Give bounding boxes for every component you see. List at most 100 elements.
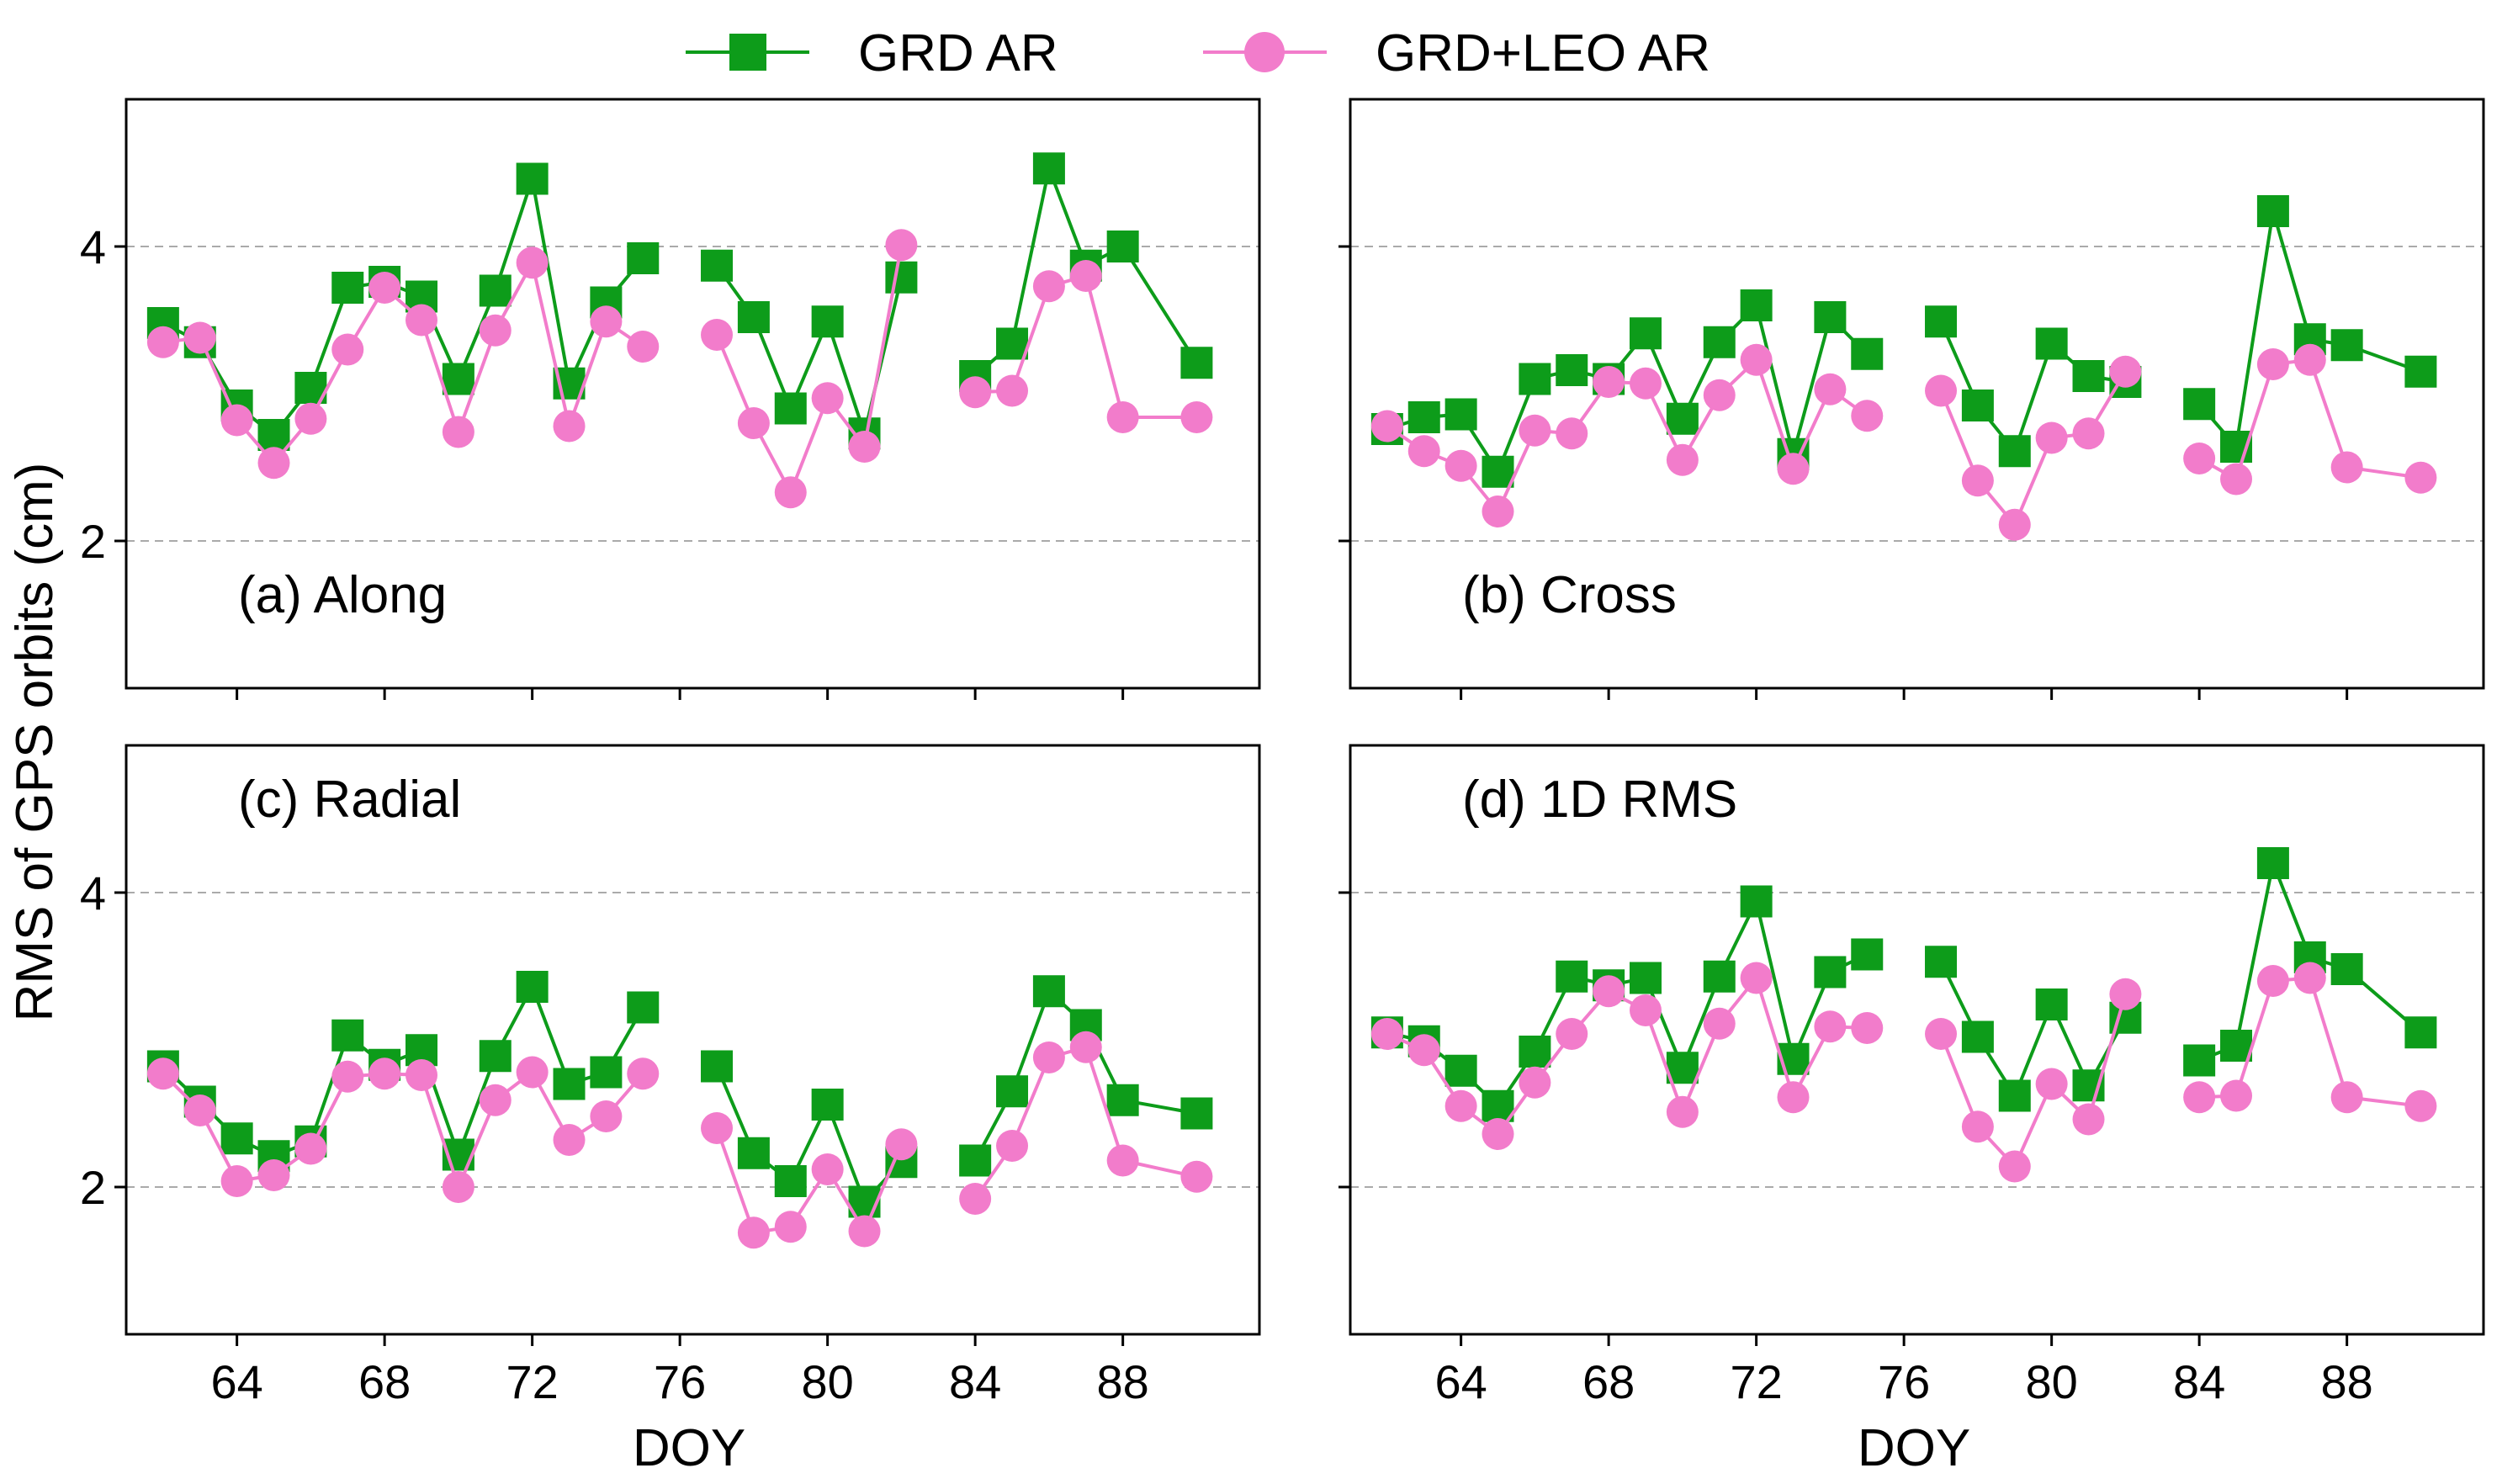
data-point-grd-ar (1814, 956, 1847, 988)
panel-label: (b) Cross (1462, 566, 1677, 624)
data-point-grd-leo-ar (183, 1094, 216, 1126)
data-point-grd-ar (516, 971, 549, 1003)
data-point-grd-leo-ar (1032, 270, 1065, 303)
data-point-grd-leo-ar (406, 304, 438, 337)
data-point-grd-leo-ar (2330, 451, 2363, 484)
data-point-grd-leo-ar (1370, 410, 1403, 443)
data-point-grd-leo-ar (1666, 443, 1699, 476)
data-point-grd-leo-ar (1630, 367, 1662, 400)
data-point-grd-leo-ar (553, 410, 586, 443)
data-point-grd-ar (331, 1019, 364, 1052)
x-tick-label: 80 (2025, 1355, 2077, 1408)
data-point-grd-ar (1032, 975, 1065, 1008)
data-point-grd-leo-ar (2256, 348, 2289, 380)
x-axis-title-right: DOY (1858, 1419, 1970, 1477)
x-tick-label: 76 (1878, 1355, 1930, 1408)
data-point-grd-leo-ar (774, 1211, 807, 1243)
plot-frame (1349, 744, 2485, 1336)
panel-1d-rms: 64 68 72 76 80 84 88 (d) 1D RMS (1338, 744, 2485, 1408)
data-point-grd-ar (1106, 231, 1139, 262)
data-point-grd-leo-ar (2109, 355, 2142, 388)
data-point-grd-ar (811, 305, 844, 338)
data-point-grd-ar (2072, 360, 2105, 392)
x-tick-label: 80 (801, 1355, 853, 1408)
data-point-grd-ar (2035, 988, 2068, 1020)
data-point-grd-leo-ar (1519, 414, 1551, 447)
data-point-grd-ar (1444, 398, 1477, 431)
panel-label: (a) Along (238, 566, 447, 624)
data-point-grd-ar (2330, 953, 2363, 985)
data-point-grd-leo-ar (1069, 1031, 1102, 1063)
panel-label: (c) Radial (238, 771, 461, 829)
data-point-grd-ar (1407, 401, 1440, 433)
data-point-grd-leo-ar (1703, 1007, 1736, 1040)
data-point-grd-ar (1961, 390, 1994, 421)
x-tick-label: 68 (1582, 1355, 1635, 1408)
data-point-grd-leo-ar (442, 416, 474, 448)
data-point-grd-ar (1444, 1054, 1477, 1087)
data-point-grd-ar (1925, 305, 1958, 338)
data-point-grd-leo-ar (146, 326, 179, 358)
data-point-grd-leo-ar (1740, 962, 1773, 994)
legend-entry-leo: GRD+LEO AR (1203, 24, 1710, 82)
plot-frame (125, 98, 1261, 690)
y-axis-title: RMS of GPS orbits (cm) (6, 463, 64, 1022)
data-point-grd-leo-ar (1556, 1018, 1588, 1050)
x-tick-label: 84 (949, 1355, 1001, 1408)
data-point-grd-leo-ar (627, 1057, 660, 1090)
data-point-grd-leo-ar (331, 333, 364, 366)
data-point-grd-leo-ar (2035, 421, 2068, 454)
data-point-grd-ar (1998, 1079, 2031, 1112)
data-point-grd-ar (1556, 960, 1588, 993)
x-tick-label: 72 (1730, 1355, 1782, 1408)
legend: GRD AR GRD+LEO AR (686, 24, 1710, 82)
data-point-grd-leo-ar (331, 1060, 364, 1093)
panel-cross: (b) Cross (1338, 98, 2485, 700)
data-point-grd-ar (442, 363, 474, 395)
legend-label-grd: GRD AR (858, 24, 1058, 82)
data-point-grd-ar (737, 1137, 770, 1169)
data-point-grd-leo-ar (1593, 975, 1625, 1008)
data-point-grd-ar (257, 419, 290, 451)
data-point-grd-leo-ar (442, 1171, 474, 1203)
data-point-grd-leo-ar (590, 1100, 623, 1132)
data-point-grd-leo-ar (257, 447, 290, 480)
data-point-grd-leo-ar (2035, 1068, 2068, 1100)
data-point-grd-leo-ar (1703, 379, 1736, 411)
data-point-grd-ar (331, 272, 364, 304)
data-point-grd-leo-ar (1407, 435, 1440, 468)
data-point-grd-leo-ar (1666, 1095, 1699, 1128)
data-point-grd-leo-ar (1961, 464, 1994, 497)
data-point-grd-leo-ar (2183, 443, 2216, 474)
data-point-grd-leo-ar (885, 229, 918, 262)
data-point-grd-leo-ar (146, 1057, 179, 1090)
data-point-grd-ar (2256, 195, 2289, 227)
data-point-grd-leo-ar (257, 1159, 290, 1191)
data-point-grd-leo-ar (294, 402, 327, 435)
data-point-grd-leo-ar (737, 407, 770, 439)
data-point-grd-leo-ar (479, 1084, 512, 1116)
data-point-grd-leo-ar (1370, 1018, 1403, 1050)
data-point-grd-leo-ar (1032, 1041, 1065, 1073)
data-point-grd-ar (1630, 962, 1662, 994)
data-point-grd-ar (1180, 347, 1213, 379)
data-point-grd-leo-ar (1180, 401, 1213, 433)
data-point-grd-ar (2183, 1044, 2216, 1077)
data-point-grd-leo-ar (1444, 449, 1477, 482)
data-point-grd-ar (1556, 354, 1588, 386)
data-point-grd-leo-ar (479, 314, 512, 347)
data-point-grd-ar (1740, 289, 1773, 321)
data-point-grd-leo-ar (737, 1216, 770, 1249)
x-tick-label: 88 (2321, 1355, 2373, 1408)
data-point-grd-ar (774, 392, 807, 425)
data-point-grd-leo-ar (848, 1215, 881, 1248)
data-point-grd-ar (553, 1068, 586, 1100)
data-point-grd-ar (1961, 1020, 1994, 1053)
legend-marker-leo (1244, 32, 1285, 72)
data-point-grd-leo-ar (1482, 496, 1514, 527)
x-tick-label: 72 (506, 1355, 558, 1408)
data-point-grd-ar (1740, 885, 1773, 918)
data-point-grd-leo-ar (2330, 1081, 2363, 1114)
data-point-grd-leo-ar (1961, 1110, 1994, 1143)
